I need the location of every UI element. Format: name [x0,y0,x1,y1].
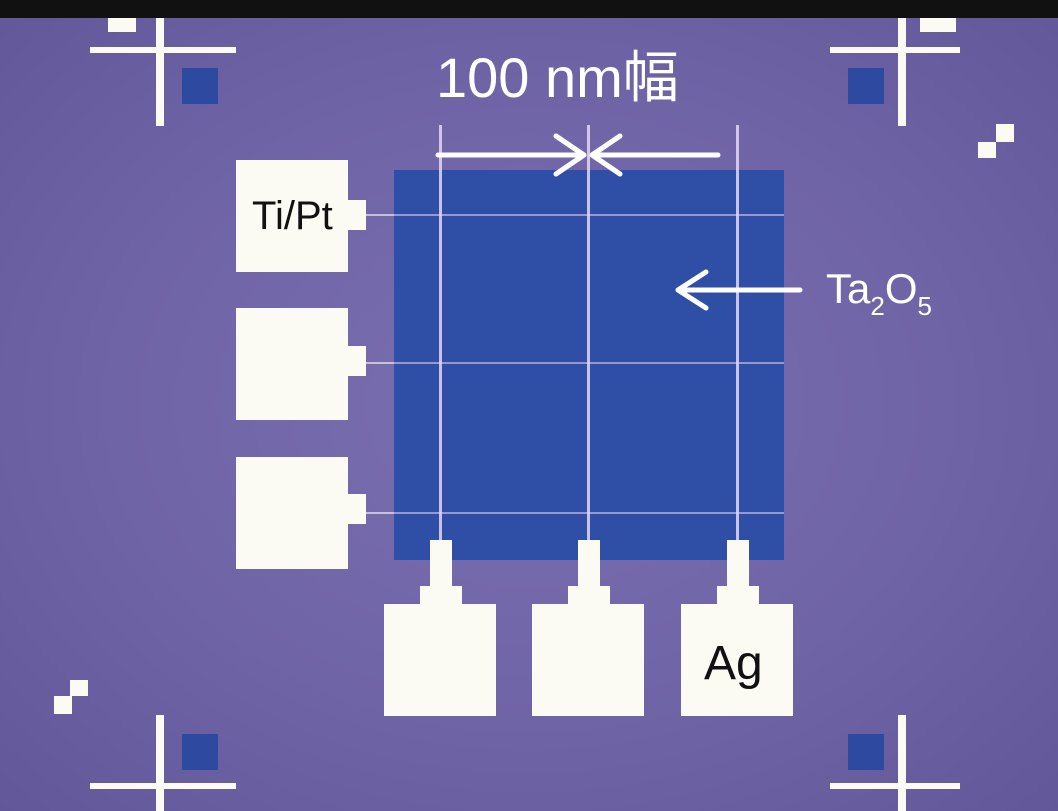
bottom-electrode-pad-1 [236,160,348,272]
titanium-platinum-label: Ti/Pt [252,194,333,238]
step-mark-right-2 [978,142,996,158]
alignment-cross-top-right [830,47,960,53]
alignment-cross-bottom-right-v [898,715,906,811]
top-electrode-neck-3 [717,586,759,606]
alignment-cross-bottom-right [830,783,960,789]
alignment-cross-top-left-v [156,18,164,126]
top-electrode-stem-2 [578,540,600,588]
alignment-tick-top-right [920,18,956,32]
horizontal-line-lead-2 [364,362,394,364]
oxide-label: Ta2O5 [826,265,932,320]
alignment-cross-top-right-v [898,18,906,126]
top-electrode-stem-3 [727,540,749,588]
bottom-electrode-tab-1 [346,200,366,230]
oxide-label-o: O [884,265,918,312]
alignment-square-bottom-left [182,734,218,770]
top-electrode-pad-3 [681,604,793,716]
bottom-electrode-pad-2 [236,308,348,420]
top-electrode-neck-1 [420,586,462,606]
alignment-square-top-left [182,68,218,104]
top-electrode-stem-1 [430,540,452,588]
top-electrode-neck-2 [568,586,610,606]
bottom-electrode-tab-3 [346,494,366,524]
width-label: 100 nm幅 [436,46,679,109]
silver-label: Ag [704,637,763,690]
alignment-square-bottom-right [848,734,884,770]
step-mark-right [996,124,1014,142]
width-arrow-right [589,133,721,177]
crossbar-line-vertical-1 [439,125,442,545]
crossbar-line-vertical-2 [587,125,590,545]
horizontal-line-lead-3 [364,512,394,514]
crossbar-line-vertical-3 [736,125,739,545]
top-electrode-pad-1 [384,604,496,716]
step-mark-left-2 [54,696,72,714]
oxide-label-sub2: 5 [917,291,932,321]
bottom-electrode-tab-2 [346,346,366,376]
step-mark-left [70,680,88,696]
top-border [0,0,1058,18]
oxide-label-sub1: 2 [870,291,885,321]
alignment-tick-top-left [108,18,136,32]
alignment-square-top-right [848,68,884,104]
oxide-label-ta: Ta [826,265,871,312]
top-electrode-pad-2 [532,604,644,716]
oxide-pointer-arrow [675,269,803,311]
bottom-electrode-pad-3 [236,457,348,569]
width-arrow-left [435,133,587,177]
horizontal-line-lead-1 [364,214,394,216]
alignment-cross-bottom-left-v [156,715,164,811]
